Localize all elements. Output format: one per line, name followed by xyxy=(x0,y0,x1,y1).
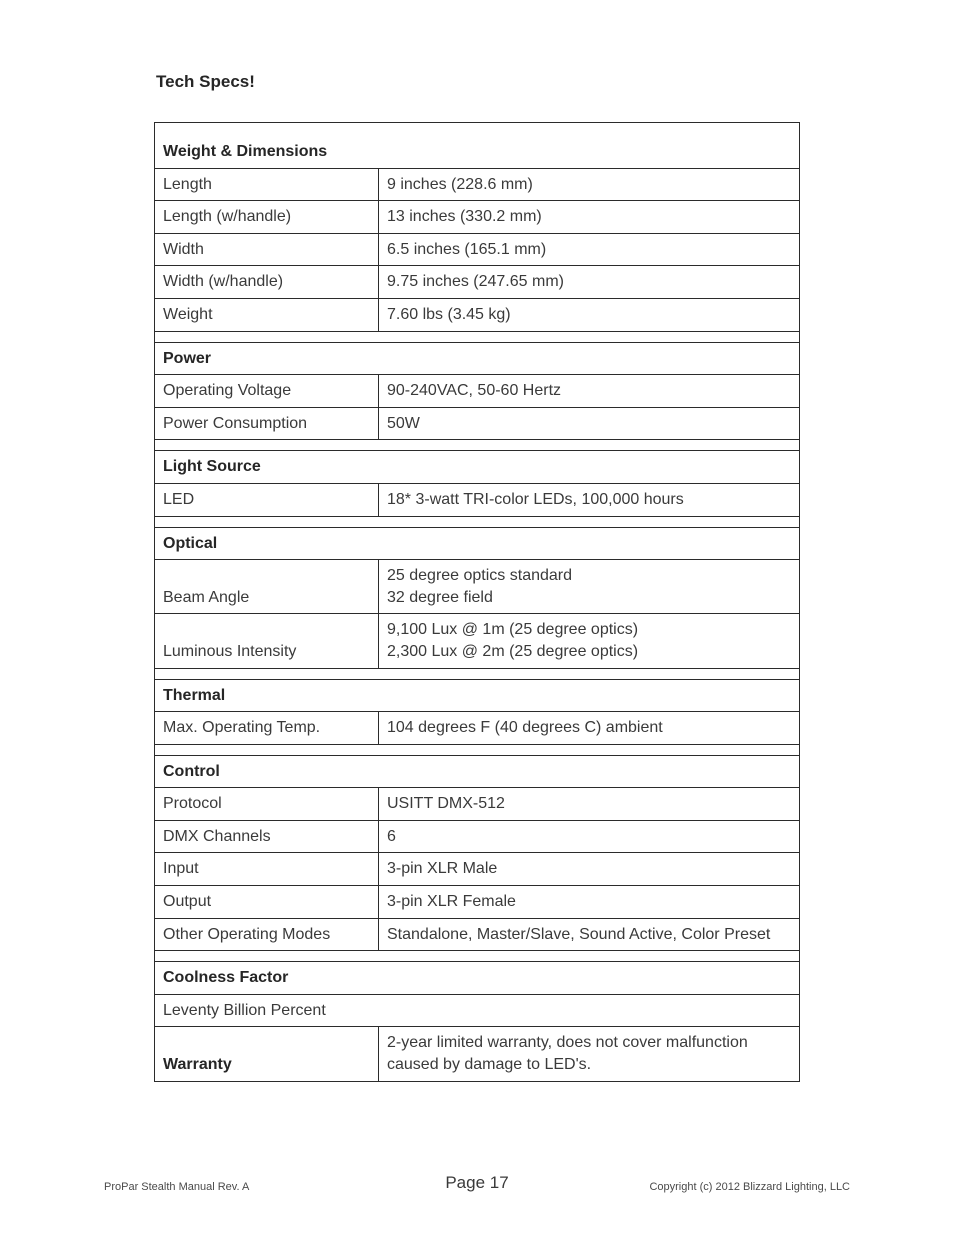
spec-value: 6 xyxy=(379,820,800,853)
spec-value: 50W xyxy=(379,407,800,440)
spec-value: 3-pin XLR Female xyxy=(379,886,800,919)
spec-full-cell: Leventy Billion Percent xyxy=(155,994,800,1027)
section-gap xyxy=(155,668,800,679)
footer-copyright: Copyright (c) 2012 Blizzard Lighting, LL… xyxy=(649,1181,850,1193)
table-row: Leventy Billion Percent xyxy=(155,994,800,1027)
spec-value: 18* 3-watt TRI-color LEDs, 100,000 hours xyxy=(379,483,800,516)
table-row: Width6.5 inches (165.1 mm) xyxy=(155,233,800,266)
section-header: Coolness Factor xyxy=(155,962,800,995)
table-row: Operating Voltage90-240VAC, 50-60 Hertz xyxy=(155,375,800,408)
section-gap xyxy=(155,744,800,755)
spec-label: Input xyxy=(155,853,379,886)
spec-label: Width xyxy=(155,233,379,266)
table-row: Warranty2-year limited warranty, does no… xyxy=(155,1027,800,1081)
section-header: Warranty xyxy=(155,1027,379,1081)
spec-label: Weight xyxy=(155,298,379,331)
section-gap xyxy=(155,516,800,527)
table-row: LED18* 3-watt TRI-color LEDs, 100,000 ho… xyxy=(155,483,800,516)
table-row: Length9 inches (228.6 mm) xyxy=(155,168,800,201)
table-row: Input3-pin XLR Male xyxy=(155,853,800,886)
spec-value: Standalone, Master/Slave, Sound Active, … xyxy=(379,918,800,951)
spec-value: 2-year limited warranty, does not cover … xyxy=(379,1027,800,1081)
spec-label: DMX Channels xyxy=(155,820,379,853)
spec-label: Length (w/handle) xyxy=(155,201,379,234)
spec-value: 7.60 lbs (3.45 kg) xyxy=(379,298,800,331)
table-row: Width (w/handle)9.75 inches (247.65 mm) xyxy=(155,266,800,299)
spec-label: Operating Voltage xyxy=(155,375,379,408)
spec-value: 104 degrees F (40 degrees C) ambient xyxy=(379,712,800,745)
section-header: Light Source xyxy=(155,451,800,484)
table-row: Power Consumption50W xyxy=(155,407,800,440)
spec-label: Beam Angle xyxy=(155,560,379,614)
spec-value: 9.75 inches (247.65 mm) xyxy=(379,266,800,299)
table-row: Beam Angle25 degree optics standard32 de… xyxy=(155,560,800,614)
page-title: Tech Specs! xyxy=(156,72,800,92)
spec-table: Weight & DimensionsLength9 inches (228.6… xyxy=(154,122,800,1082)
section-gap xyxy=(155,331,800,342)
section-gap xyxy=(155,440,800,451)
spec-value: 9 inches (228.6 mm) xyxy=(379,168,800,201)
spec-label: Width (w/handle) xyxy=(155,266,379,299)
table-row: Output3-pin XLR Female xyxy=(155,886,800,919)
spec-value: 6.5 inches (165.1 mm) xyxy=(379,233,800,266)
spec-label: Protocol xyxy=(155,788,379,821)
section-header: Control xyxy=(155,755,800,788)
section-header: Weight & Dimensions xyxy=(155,123,800,169)
spec-value: 25 degree optics standard32 degree field xyxy=(379,560,800,614)
spec-label: Other Operating Modes xyxy=(155,918,379,951)
section-gap xyxy=(155,951,800,962)
spec-label: Length xyxy=(155,168,379,201)
spec-label: Luminous Intensity xyxy=(155,614,379,668)
section-header: Thermal xyxy=(155,679,800,712)
table-row: Max. Operating Temp.104 degrees F (40 de… xyxy=(155,712,800,745)
section-header: Power xyxy=(155,342,800,375)
table-row: Weight7.60 lbs (3.45 kg) xyxy=(155,298,800,331)
table-row: DMX Channels6 xyxy=(155,820,800,853)
footer-manual-rev: ProPar Stealth Manual Rev. A xyxy=(104,1181,249,1193)
section-header: Optical xyxy=(155,527,800,560)
spec-value: USITT DMX-512 xyxy=(379,788,800,821)
table-row: Other Operating ModesStandalone, Master/… xyxy=(155,918,800,951)
spec-value: 90-240VAC, 50-60 Hertz xyxy=(379,375,800,408)
spec-value: 9,100 Lux @ 1m (25 degree optics)2,300 L… xyxy=(379,614,800,668)
table-row: Length (w/handle)13 inches (330.2 mm) xyxy=(155,201,800,234)
spec-label: LED xyxy=(155,483,379,516)
spec-label: Max. Operating Temp. xyxy=(155,712,379,745)
spec-label: Power Consumption xyxy=(155,407,379,440)
table-row: ProtocolUSITT DMX-512 xyxy=(155,788,800,821)
table-row: Luminous Intensity9,100 Lux @ 1m (25 deg… xyxy=(155,614,800,668)
spec-label: Output xyxy=(155,886,379,919)
spec-value: 13 inches (330.2 mm) xyxy=(379,201,800,234)
spec-value: 3-pin XLR Male xyxy=(379,853,800,886)
